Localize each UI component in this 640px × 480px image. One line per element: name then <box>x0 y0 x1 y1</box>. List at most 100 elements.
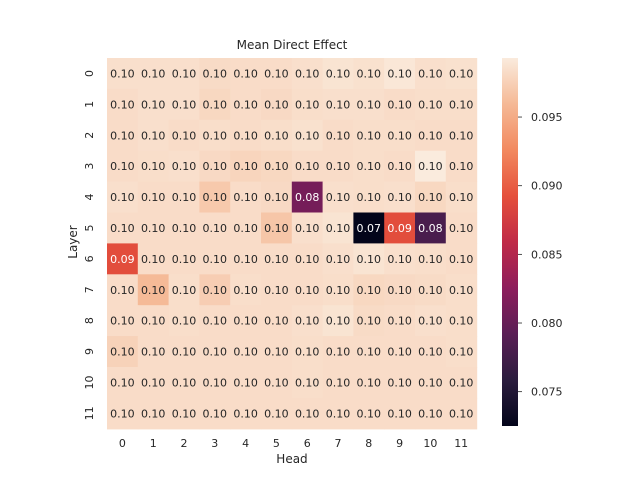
heatmap-cell <box>261 305 293 337</box>
heatmap-cell <box>199 274 231 306</box>
cell-value-label: 0.10 <box>418 191 443 204</box>
heatmap-cell <box>384 274 416 306</box>
heatmap-cell <box>291 243 324 275</box>
cell-value-label: 0.10 <box>449 315 474 328</box>
heatmap-cell <box>261 243 293 275</box>
cell-value-label: 0.10 <box>295 129 320 142</box>
cell-value-label: 0.10 <box>110 315 135 328</box>
cell-value-label: 0.10 <box>203 253 228 266</box>
cell-value-label: 0.10 <box>172 129 197 142</box>
cell-value-label: 0.10 <box>387 315 412 328</box>
cell-value-label: 0.10 <box>326 284 351 297</box>
cell-value-label: 0.10 <box>295 346 320 359</box>
cell-value-label: 0.10 <box>264 407 289 420</box>
heatmap-cell <box>322 119 354 152</box>
cell-value-label: 0.10 <box>357 253 382 266</box>
x-tick-label: 8 <box>365 437 372 450</box>
cell-value-label: 0.10 <box>264 160 289 173</box>
cell-value-label: 0.10 <box>264 222 289 235</box>
cell-value-label: 0.10 <box>264 98 289 111</box>
colorbar-tick-label: 0.090 <box>531 180 563 193</box>
cell-value-label: 0.10 <box>387 98 412 111</box>
cell-value-label: 0.10 <box>141 222 166 235</box>
cell-value-label: 0.10 <box>387 253 412 266</box>
cell-value-label: 0.10 <box>449 67 474 80</box>
x-tick-label: 1 <box>150 437 157 450</box>
cell-value-label: 0.10 <box>141 284 166 297</box>
heatmap-cell <box>230 367 262 399</box>
heatmap-cell <box>137 212 170 244</box>
heatmap-cell <box>415 181 447 214</box>
heatmap-cell <box>322 181 354 214</box>
heatmap-cell <box>137 150 170 183</box>
heatmap-cell <box>415 274 447 306</box>
heatmap-cell <box>168 243 200 275</box>
cell-value-label: 0.10 <box>357 284 382 297</box>
cell-value-label: 0.10 <box>233 253 258 266</box>
heatmap-cell <box>107 58 139 90</box>
heatmap-cell <box>415 212 447 244</box>
y-tick-label: 8 <box>83 317 96 324</box>
x-tick-label: 0 <box>119 437 126 450</box>
heatmap-cell <box>137 243 170 275</box>
heatmap-cell <box>291 119 324 152</box>
heatmap-cell <box>230 305 262 337</box>
heatmap-cell <box>445 88 478 121</box>
cell-value-label: 0.10 <box>141 191 166 204</box>
heatmap-cell <box>137 88 170 121</box>
heatmap-cell <box>107 367 139 399</box>
cell-value-label: 0.10 <box>418 129 443 142</box>
heatmap-cell <box>415 150 447 183</box>
heatmap-cell <box>445 181 478 214</box>
cell-value-label: 0.10 <box>326 129 351 142</box>
cell-value-label: 0.10 <box>264 129 289 142</box>
cell-value-label: 0.10 <box>110 376 135 389</box>
colorbar-tick-label: 0.095 <box>531 111 563 124</box>
heatmap-cell <box>291 88 324 121</box>
x-tick-label: 7 <box>335 437 342 450</box>
heatmap-cell <box>261 397 293 430</box>
heatmap-cell <box>168 212 200 244</box>
cell-value-label: 0.10 <box>449 346 474 359</box>
cell-value-label: 0.10 <box>233 129 258 142</box>
cell-value-label: 0.09 <box>387 222 412 235</box>
heatmap-cell <box>445 274 478 306</box>
heatmap-cell <box>199 367 231 399</box>
x-tick-label: 4 <box>242 437 249 450</box>
heatmap-cell <box>445 58 478 90</box>
heatmap-cell <box>199 305 231 337</box>
heatmap-cell <box>261 58 293 90</box>
cell-value-label: 0.10 <box>387 160 412 173</box>
heatmap-cell <box>353 274 385 306</box>
y-tick-label: 9 <box>83 348 96 355</box>
heatmap-cell <box>137 181 170 214</box>
cell-value-label: 0.10 <box>233 315 258 328</box>
heatmap-cell <box>322 274 354 306</box>
heatmap-cell <box>168 150 200 183</box>
heatmap-cell <box>445 119 478 152</box>
y-tick-label: 2 <box>83 132 96 139</box>
cell-value-label: 0.10 <box>357 315 382 328</box>
heatmap-cell <box>353 212 385 244</box>
cell-value-label: 0.10 <box>357 346 382 359</box>
cell-value-label: 0.08 <box>295 191 320 204</box>
cell-value-label: 0.10 <box>387 284 412 297</box>
cell-value-label: 0.10 <box>326 191 351 204</box>
cell-value-label: 0.10 <box>203 98 228 111</box>
cell-value-label: 0.10 <box>418 346 443 359</box>
heatmap-cell <box>322 305 354 337</box>
heatmap-cell <box>291 305 324 337</box>
heatmap-cell <box>137 367 170 399</box>
heatmap-cell <box>322 397 354 430</box>
cell-value-label: 0.10 <box>264 67 289 80</box>
heatmap-cell <box>107 88 139 121</box>
heatmap-cell <box>291 212 324 244</box>
heatmap-cell <box>445 367 478 399</box>
cell-value-label: 0.10 <box>326 376 351 389</box>
cell-value-label: 0.10 <box>141 67 166 80</box>
cell-value-label: 0.08 <box>418 222 443 235</box>
cell-value-label: 0.10 <box>141 315 166 328</box>
heatmap-cell <box>322 243 354 275</box>
cell-value-label: 0.10 <box>326 315 351 328</box>
